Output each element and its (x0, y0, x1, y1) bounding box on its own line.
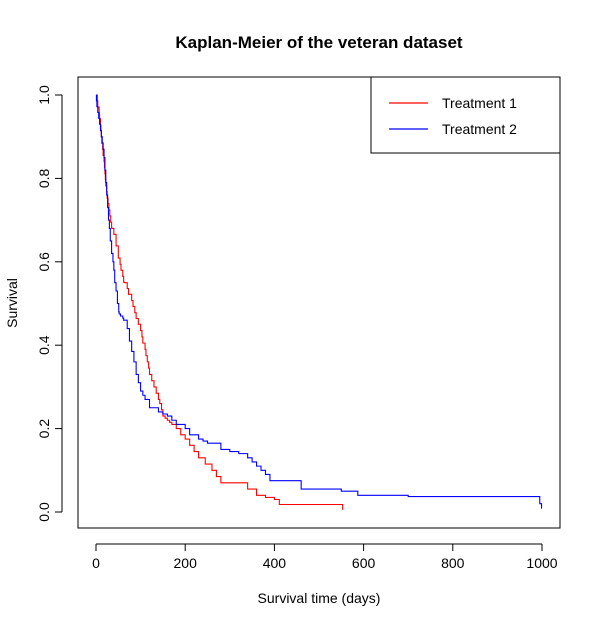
series-line-1 (96, 94, 344, 510)
plot-frame (77, 76, 561, 529)
series-layer (95, 94, 543, 510)
series-line-2 (95, 94, 543, 509)
legend-box (370, 76, 561, 154)
y-tick-label: 0.2 (36, 419, 52, 439)
y-tick-label: 0.4 (36, 335, 52, 355)
legend: Treatment 1 Treatment 2 (370, 76, 561, 154)
axes: 0 200 400 600 800 1000 0.0 0.2 0.4 0.6 0.8 1.0 (36, 85, 558, 571)
y-tick-label: 1.0 (36, 85, 52, 105)
x-tick-label: 800 (441, 555, 465, 571)
y-axis-label: Survival (4, 278, 20, 328)
y-tick-label: 0.6 (36, 252, 52, 272)
x-tick-label: 0 (92, 555, 100, 571)
x-tick-label: 400 (263, 555, 287, 571)
x-tick-label: 600 (352, 555, 376, 571)
x-axis-label: Survival time (days) (258, 590, 381, 606)
chart-title: Kaplan-Meier of the veteran dataset (175, 33, 463, 52)
x-tick-label: 200 (174, 555, 198, 571)
y-tick-label: 0.0 (36, 502, 52, 522)
legend-label-treatment-2: Treatment 2 (442, 121, 517, 137)
x-tick-label: 1000 (526, 555, 557, 571)
y-tick-label: 0.8 (36, 168, 52, 188)
legend-label-treatment-1: Treatment 1 (442, 95, 517, 111)
